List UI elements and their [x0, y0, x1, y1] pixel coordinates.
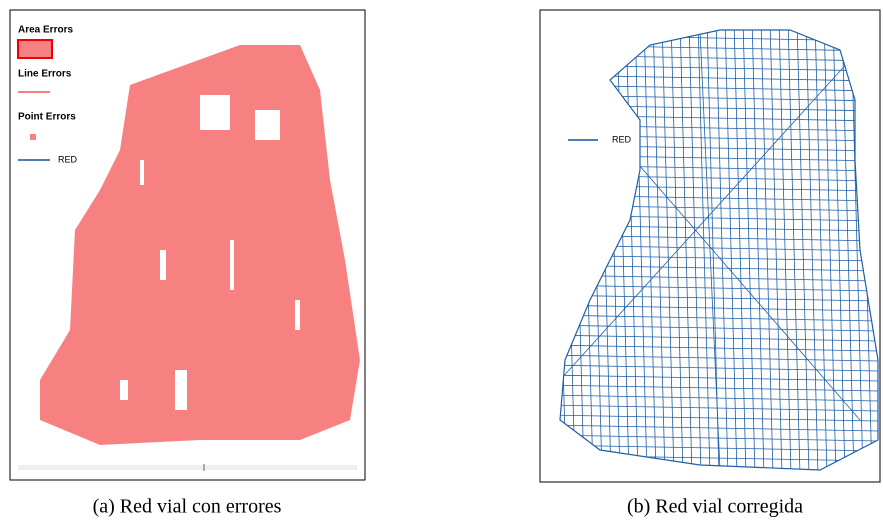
legend-label: RED	[612, 134, 632, 144]
legend-label: Area Errors	[18, 25, 73, 36]
legend-swatch	[18, 40, 52, 58]
legend-swatch	[30, 134, 36, 140]
caption: (a) Red vial con errores	[93, 496, 282, 518]
legend-label: RED	[58, 154, 78, 164]
legend-label: Point Errors	[18, 112, 76, 123]
caption: (b) Red vial corregida	[627, 496, 803, 518]
scroll-bar	[18, 465, 357, 470]
figure: Area Errors Line Errors Point Errors RED…	[0, 0, 883, 529]
page: Area Errors Line Errors Point Errors RED…	[0, 0, 883, 529]
legend-label: Line Errors	[18, 69, 72, 80]
